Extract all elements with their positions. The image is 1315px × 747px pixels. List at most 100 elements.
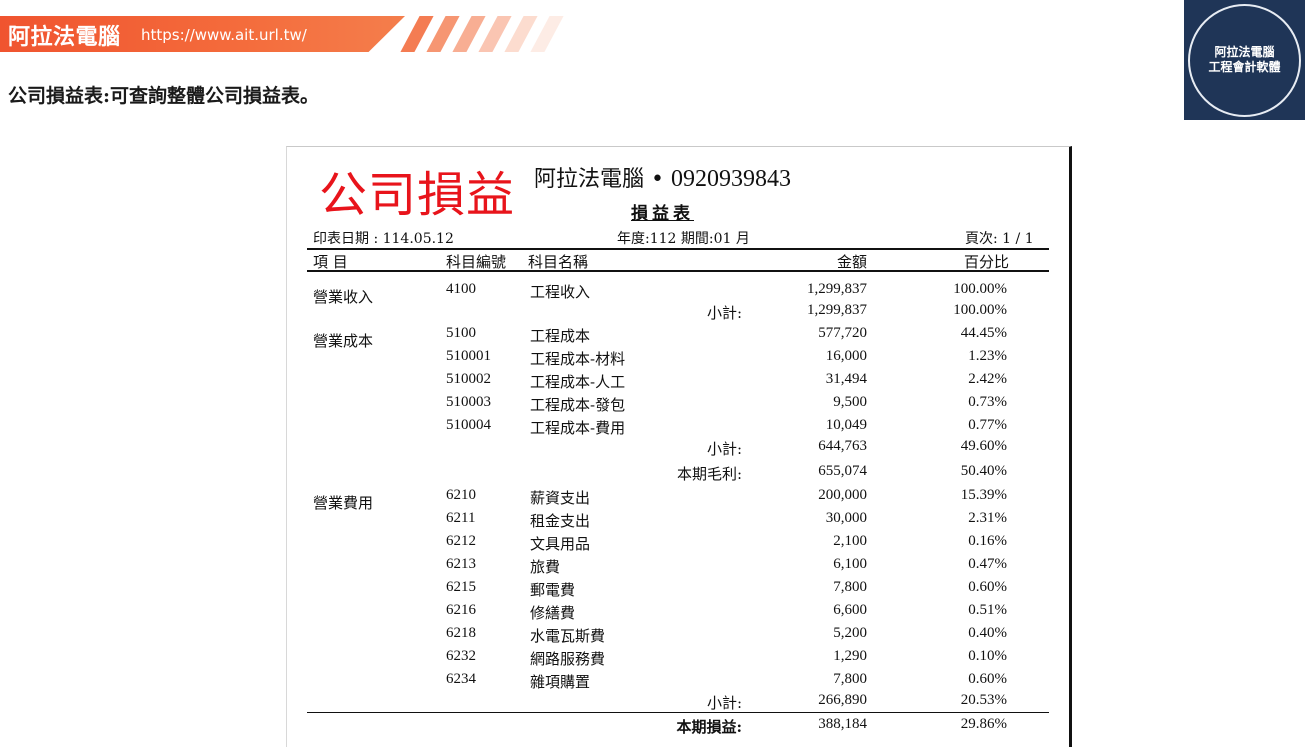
row-account-code: 510001 [446, 348, 491, 364]
row-account-code: 4100 [446, 281, 476, 297]
company-name: 阿拉法電腦 • [534, 167, 664, 192]
row-account-name: 工程成本-發包 [530, 396, 626, 414]
row-account-name: 租金支出 [530, 512, 591, 530]
row-percent: 0.60% [968, 671, 1007, 687]
row-amount: 655,074 [818, 463, 867, 479]
row-subtotal-label: 本期毛利: [676, 465, 742, 483]
row-percent: 0.77% [968, 417, 1007, 433]
row-account-name: 郵電費 [530, 581, 576, 599]
brand-name: 阿拉法電腦 [8, 24, 121, 50]
banner-background [0, 16, 405, 52]
page-number: 頁次: 1 / 1 [965, 231, 1034, 247]
company-line: 阿拉法電腦 • 0920939843 [534, 161, 791, 193]
row-account-name: 雜項購置 [530, 673, 591, 691]
row-amount: 1,290 [833, 648, 867, 664]
row-account-code: 6215 [446, 579, 476, 595]
company-phone: 0920939843 [670, 166, 791, 192]
row-percent: 0.60% [968, 579, 1007, 595]
row-subtotal-label: 小計: [706, 440, 742, 458]
header-banner: 阿拉法電腦 https://www.ait.url.tw/ [0, 16, 565, 52]
row-percent: 49.60% [960, 438, 1007, 454]
row-percent: 0.16% [968, 533, 1007, 549]
row-amount: 266,890 [818, 692, 867, 708]
row-amount: 6,100 [833, 556, 867, 572]
row-amount: 30,000 [825, 510, 867, 526]
column-header-item: 項 目 [313, 253, 348, 271]
row-amount: 644,763 [818, 438, 867, 454]
row-account-name: 工程成本-費用 [530, 419, 626, 437]
total-rule [307, 712, 1049, 713]
row-account-name: 水電瓦斯費 [530, 627, 606, 645]
row-percent: 100.00% [953, 281, 1007, 297]
row-account-name: 工程成本-材料 [530, 350, 626, 368]
column-header-code: 科目編號 [446, 253, 507, 271]
row-account-name: 薪資支出 [530, 489, 591, 507]
row-percent: 2.42% [968, 371, 1007, 387]
row-amount: 1,299,837 [807, 302, 867, 318]
row-account-name: 網路服務費 [530, 650, 606, 668]
net-income-label: 本期損益: [676, 718, 742, 736]
report-title: 損益表 [631, 204, 694, 224]
column-header-name: 科目名稱 [528, 253, 589, 271]
row-percent: 0.40% [968, 625, 1007, 641]
row-account-code: 510002 [446, 371, 491, 387]
row-account-name: 工程收入 [530, 283, 591, 301]
report-period: 年度:112 期間:01 月 [617, 231, 750, 247]
row-percent: 44.45% [960, 325, 1007, 341]
row-amount: 10,049 [825, 417, 867, 433]
header-bottom-rule [307, 270, 1049, 272]
site-url-link[interactable]: https://www.ait.url.tw/ [141, 26, 307, 44]
column-header-percent: 百分比 [963, 253, 1009, 271]
banner-stripe [530, 16, 564, 52]
row-percent: 0.10% [968, 648, 1007, 664]
logo-line-1: 阿拉法電腦 [1214, 45, 1275, 59]
row-category: 營業成本 [313, 332, 374, 350]
row-percent: 0.51% [968, 602, 1007, 618]
row-account-code: 510004 [446, 417, 491, 433]
row-percent: 100.00% [953, 302, 1007, 318]
row-percent: 0.47% [968, 556, 1007, 572]
row-amount: 16,000 [825, 348, 867, 364]
row-percent: 0.73% [968, 394, 1007, 410]
row-amount: 7,800 [833, 671, 867, 687]
row-account-code: 6232 [446, 648, 476, 664]
row-amount: 31,494 [825, 371, 867, 387]
row-account-code: 6211 [446, 510, 476, 526]
row-account-code: 6213 [446, 556, 476, 572]
row-account-name: 旅費 [530, 558, 561, 576]
row-amount: 200,000 [818, 487, 867, 503]
row-account-code: 6234 [446, 671, 476, 687]
row-category: 營業收入 [313, 288, 374, 306]
row-subtotal-label: 小計: [706, 694, 742, 712]
header-top-rule [307, 248, 1049, 250]
row-account-code: 6218 [446, 625, 476, 641]
row-subtotal-label: 小計: [706, 304, 742, 322]
row-amount: 9,500 [833, 394, 867, 410]
brand-logo: 阿拉法電腦 工程會計軟體 [1184, 0, 1305, 120]
row-account-code: 5100 [446, 325, 476, 341]
row-percent: 50.40% [960, 463, 1007, 479]
row-account-name: 工程成本 [530, 327, 591, 345]
row-percent: 20.53% [960, 692, 1007, 708]
row-amount: 6,600 [833, 602, 867, 618]
row-account-code: 510003 [446, 394, 491, 410]
row-account-name: 修繕費 [530, 604, 576, 622]
income-statement-report: 公司損益 阿拉法電腦 • 0920939843 損益表 印表日期 : 114.0… [286, 146, 1072, 747]
row-amount: 388,184 [818, 716, 867, 732]
page-caption: 公司損益表:可查詢整體公司損益表。 [8, 85, 320, 107]
row-account-name: 文具用品 [530, 535, 591, 553]
row-amount: 2,100 [833, 533, 867, 549]
column-header-amount: 金額 [836, 253, 867, 271]
row-account-code: 6210 [446, 487, 476, 503]
row-percent: 15.39% [960, 487, 1007, 503]
logo-line-2: 工程會計軟體 [1208, 60, 1281, 74]
row-category: 營業費用 [313, 494, 374, 512]
logo-ring [1188, 4, 1301, 117]
row-amount: 5,200 [833, 625, 867, 641]
row-amount: 7,800 [833, 579, 867, 595]
logo-text: 阿拉法電腦 工程會計軟體 [1184, 45, 1305, 75]
row-account-name: 工程成本-人工 [530, 373, 626, 391]
report-big-title: 公司損益 [319, 167, 516, 223]
row-percent: 2.31% [968, 510, 1007, 526]
row-percent: 29.86% [960, 716, 1007, 732]
